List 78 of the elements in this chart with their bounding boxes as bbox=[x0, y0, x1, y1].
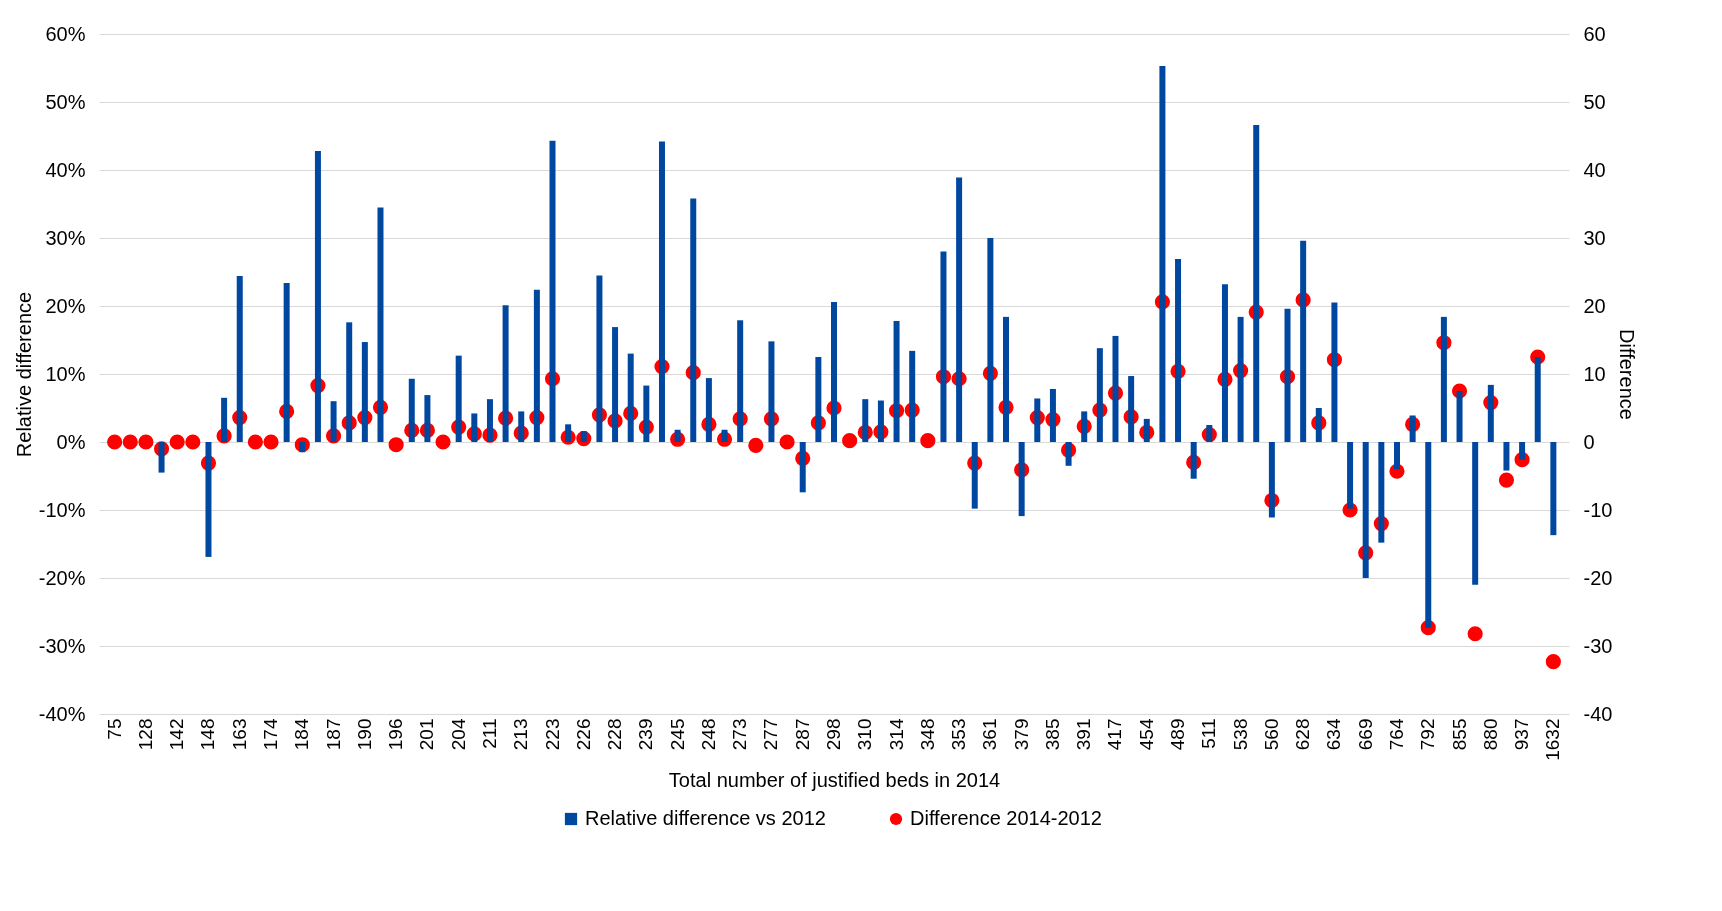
legend-label: Relative difference vs 2012 bbox=[585, 807, 826, 829]
x-tick-label: 163 bbox=[228, 718, 250, 751]
x-tick-label: 226 bbox=[572, 718, 594, 751]
x-tick-label: 148 bbox=[197, 718, 219, 751]
x-tick-label: 190 bbox=[353, 718, 375, 751]
y2-tick-label: -20 bbox=[1583, 566, 1613, 589]
y-tick-label: -10% bbox=[38, 498, 86, 521]
x-tick-label: 228 bbox=[604, 718, 626, 751]
x-tick-label: 379 bbox=[1010, 718, 1032, 751]
x-tick-label: 174 bbox=[260, 718, 282, 751]
x-tick-label: 184 bbox=[291, 718, 313, 751]
y-tick-label: 0% bbox=[56, 430, 86, 453]
x-tick-label: 937 bbox=[1511, 718, 1533, 751]
x-tick-label: 1632 bbox=[1542, 718, 1564, 761]
x-tick-label: 628 bbox=[1292, 718, 1314, 751]
x-tick-label: 361 bbox=[979, 718, 1001, 751]
x-tick-label: 385 bbox=[1041, 718, 1063, 751]
x-axis-title: Total number of justified beds in 2014 bbox=[668, 768, 1001, 791]
y-axis-title: Relative difference bbox=[12, 291, 35, 458]
x-tick-label: 855 bbox=[1448, 718, 1470, 751]
y2-tick-label: -30 bbox=[1583, 634, 1613, 657]
y2-tick-label: 0 bbox=[1583, 430, 1595, 453]
x-tick-label: 142 bbox=[166, 718, 188, 751]
y-tick-label: -40% bbox=[38, 702, 86, 725]
x-tick-label: 201 bbox=[416, 718, 438, 751]
x-tick-label: 538 bbox=[1229, 718, 1251, 751]
x-tick-label: 277 bbox=[760, 718, 782, 751]
y2-tick-label: 60 bbox=[1583, 22, 1606, 45]
x-tick-label: 298 bbox=[823, 718, 844, 751]
y2-tick-label: 50 bbox=[1583, 90, 1606, 113]
y-tick-label: 30% bbox=[45, 226, 86, 249]
y-tick-label: 20% bbox=[45, 294, 86, 317]
y-tick-label: 10% bbox=[45, 362, 86, 385]
x-tick-label: 391 bbox=[1073, 718, 1095, 751]
x-tick-label: 239 bbox=[635, 718, 657, 751]
x-tick-label: 560 bbox=[1260, 718, 1282, 751]
bar bbox=[299, 442, 306, 453]
x-tick-label: 75 bbox=[103, 718, 125, 740]
x-tick-label: 634 bbox=[1323, 718, 1345, 751]
x-tick-label: 287 bbox=[791, 718, 813, 751]
bar bbox=[580, 431, 587, 442]
y-tick-label: -30% bbox=[38, 634, 86, 657]
bar bbox=[1550, 442, 1557, 536]
x-tick-label: 310 bbox=[854, 718, 876, 751]
y2-tick-label: -40 bbox=[1583, 702, 1613, 725]
x-tick-label: 764 bbox=[1385, 718, 1407, 751]
x-tick-label: 248 bbox=[697, 718, 719, 751]
x-tick-label: 273 bbox=[729, 718, 751, 751]
x-tick-label: 211 bbox=[478, 718, 500, 749]
y-tick-label: 50% bbox=[45, 90, 86, 113]
x-tick-label: 213 bbox=[510, 718, 532, 751]
x-tick-label: 489 bbox=[1167, 718, 1189, 751]
x-tick-label: 128 bbox=[134, 718, 156, 751]
x-tick-label: 454 bbox=[1135, 718, 1157, 751]
x-tick-label: 669 bbox=[1354, 718, 1376, 751]
x-tick-label: 314 bbox=[885, 718, 907, 751]
y2-tick-label: 10 bbox=[1583, 362, 1606, 385]
y2-tick-label: 20 bbox=[1583, 294, 1606, 317]
y2-axis-title: Difference bbox=[1616, 329, 1639, 420]
y-tick-label: 60% bbox=[45, 22, 86, 45]
y-tick-label: 40% bbox=[45, 158, 86, 181]
x-tick-label: 511 bbox=[1198, 718, 1220, 749]
x-tick-label: 353 bbox=[948, 718, 970, 751]
x-tick-label: 348 bbox=[916, 718, 938, 751]
legend-label: Difference 2014-2012 bbox=[910, 807, 1102, 829]
x-tick-label: 245 bbox=[666, 718, 688, 751]
x-tick-label: 417 bbox=[1104, 718, 1126, 751]
x-tick-label: 204 bbox=[447, 718, 469, 751]
y2-tick-label: 30 bbox=[1583, 226, 1606, 249]
y-tick-label: -20% bbox=[38, 566, 86, 589]
x-tick-label: 196 bbox=[385, 718, 407, 751]
x-tick-label: 880 bbox=[1479, 718, 1501, 751]
x-tick-label: 223 bbox=[541, 718, 563, 751]
bar bbox=[1472, 442, 1479, 585]
y2-tick-label: -10 bbox=[1583, 498, 1613, 521]
x-tick-label: 792 bbox=[1417, 718, 1439, 751]
y2-tick-label: 40 bbox=[1583, 158, 1606, 181]
x-tick-label: 187 bbox=[322, 718, 344, 751]
